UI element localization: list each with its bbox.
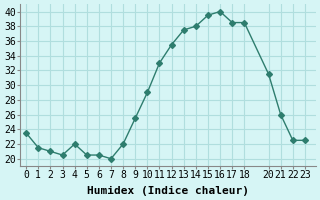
X-axis label: Humidex (Indice chaleur): Humidex (Indice chaleur)	[87, 186, 249, 196]
